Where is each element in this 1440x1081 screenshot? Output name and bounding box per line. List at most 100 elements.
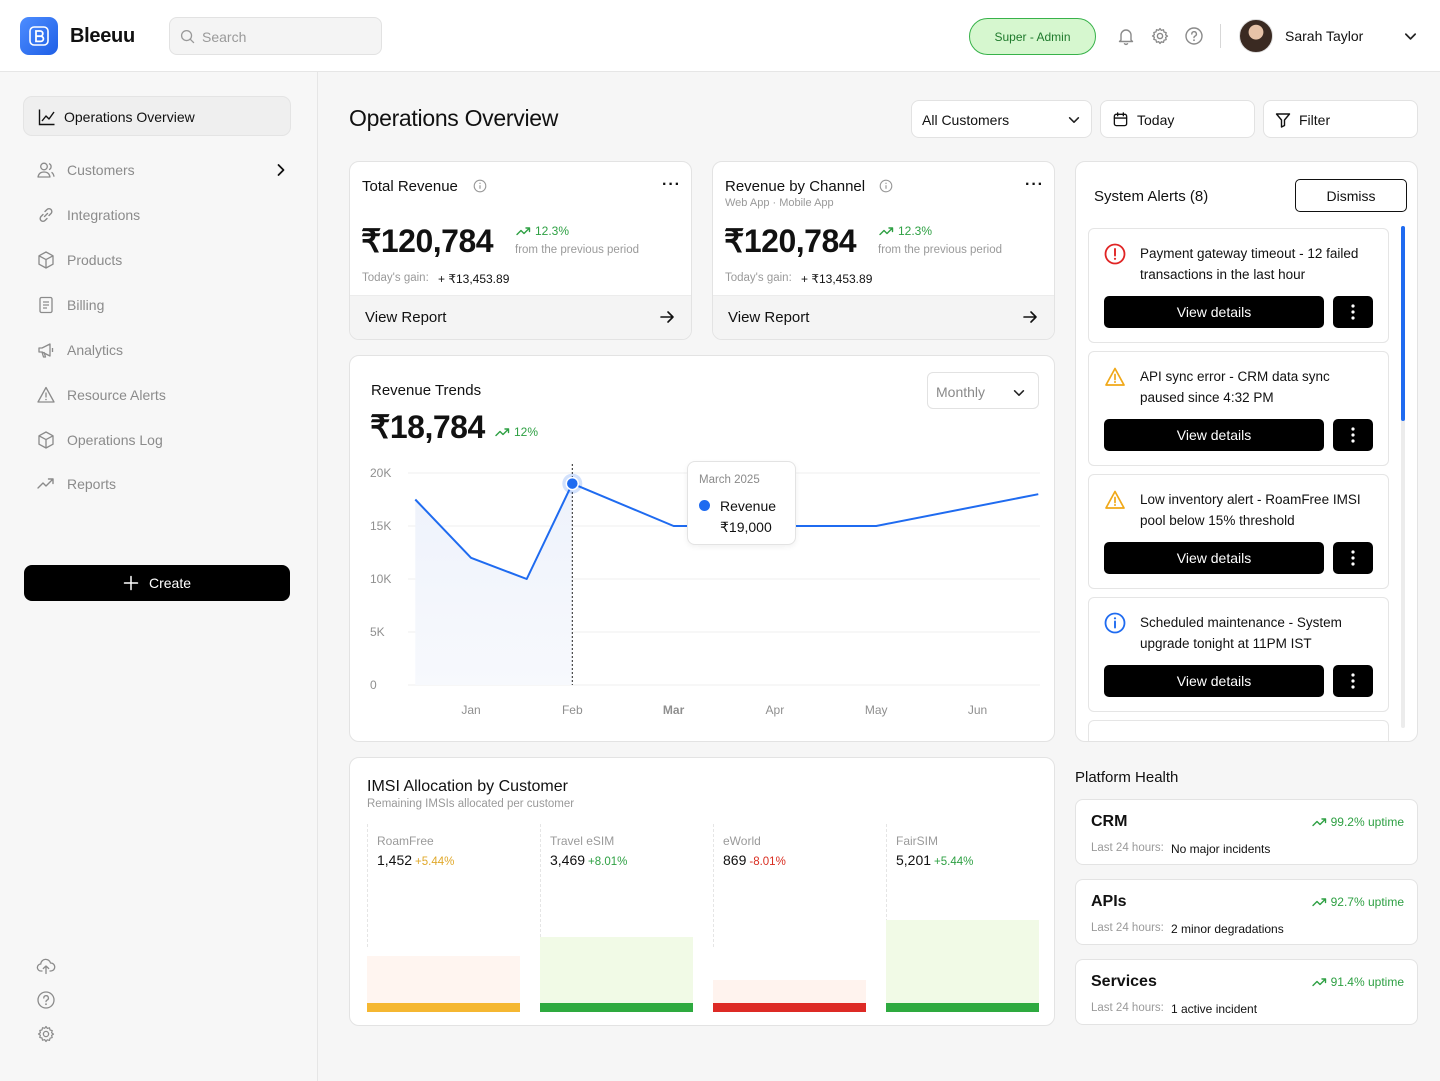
series-dot xyxy=(699,500,710,511)
status-text: 1 active incident xyxy=(1171,1002,1258,1016)
alert-card: Payment gateway timeout - 12 failed tran… xyxy=(1088,228,1389,343)
y-tick-label: 0 xyxy=(370,678,377,692)
sidebar-item-integrations[interactable]: Integrations xyxy=(36,203,292,227)
kpi-title: Revenue by Channel xyxy=(725,178,866,195)
view-details-button[interactable]: View details xyxy=(1104,419,1324,451)
allocation-fill xyxy=(886,920,1039,1003)
view-report-button[interactable]: View Report xyxy=(713,295,1054,339)
sidebar-item-operations-log[interactable]: Operations Log xyxy=(36,428,292,452)
platform-health-card[interactable]: APIs 92.7% uptime Last 24 hours: 2 minor de… xyxy=(1075,879,1418,945)
view-report-button[interactable]: View Report xyxy=(350,295,691,339)
dismiss-button[interactable]: Dismiss xyxy=(1295,179,1407,212)
kpi-change: 12.3% xyxy=(879,224,932,238)
gear-icon[interactable] xyxy=(36,1024,56,1044)
allocation-fill xyxy=(713,980,866,1003)
alert-text: Payment gateway timeout - 12 failed tran… xyxy=(1140,246,1359,282)
logo-icon[interactable] xyxy=(20,17,58,55)
bell-icon[interactable] xyxy=(1116,26,1136,46)
create-button[interactable]: Create xyxy=(24,565,290,601)
column-divider xyxy=(713,824,714,947)
more-options-icon[interactable]: ··· xyxy=(1025,176,1044,193)
view-details-button[interactable]: View details xyxy=(1104,665,1324,697)
customer-name: eWorld xyxy=(723,834,761,848)
sidebar-item-products[interactable]: Products xyxy=(36,248,292,272)
gear-icon[interactable] xyxy=(1150,26,1170,46)
sidebar-item-reports[interactable]: Reports xyxy=(36,472,292,496)
view-report-label: View Report xyxy=(365,309,447,326)
more-options-button[interactable] xyxy=(1333,419,1373,451)
imsi-subtitle: Remaining IMSIs allocated per customer xyxy=(367,798,575,810)
user-name[interactable]: Sarah Taylor xyxy=(1285,28,1364,44)
x-tick-label: Feb xyxy=(562,703,583,717)
customer-value: 869 -8.01% xyxy=(723,852,786,868)
scrollbar-thumb[interactable] xyxy=(1401,226,1405,421)
date-button[interactable]: Today xyxy=(1100,100,1255,138)
platform-health-card[interactable]: CRM 99.2% uptime Last 24 hours: No major in… xyxy=(1075,799,1418,865)
help-icon[interactable] xyxy=(1184,26,1204,46)
platform-health-card[interactable]: Services 91.4% uptime Last 24 hours: 1 acti… xyxy=(1075,959,1418,1025)
scrollbar-track[interactable] xyxy=(1401,226,1405,728)
customer-name: RoamFree xyxy=(377,834,434,848)
document-icon xyxy=(39,296,53,314)
role-badge[interactable]: Super - Admin xyxy=(969,18,1096,55)
megaphone-icon xyxy=(38,343,54,358)
avatar[interactable] xyxy=(1239,19,1273,53)
trend-up-icon xyxy=(495,428,510,437)
error-icon xyxy=(1104,243,1126,265)
trend-up-icon xyxy=(516,227,531,236)
allocation-fill xyxy=(540,937,693,1003)
warning-icon xyxy=(37,386,55,403)
sidebar-item-label: Integrations xyxy=(67,207,141,223)
more-options-button[interactable] xyxy=(1333,665,1373,697)
chevron-down-icon[interactable] xyxy=(1403,29,1418,44)
allocation-fill xyxy=(367,956,520,1003)
view-details-button[interactable]: View details xyxy=(1104,542,1324,574)
alert-text: Scheduled maintenance - System upgrade t… xyxy=(1140,615,1342,651)
info-icon[interactable] xyxy=(879,179,893,193)
sidebar-item-resource-alerts[interactable]: Resource Alerts xyxy=(36,383,292,407)
imsi-customer-column: FairSIM 5,201 +5.44% xyxy=(886,824,1039,1012)
more-options-button[interactable] xyxy=(1333,542,1373,574)
kpi-change: 12.3% xyxy=(516,224,569,238)
sidebar-item-customers[interactable]: Customers xyxy=(36,158,292,182)
more-options-icon[interactable]: ··· xyxy=(662,176,681,193)
x-tick-label: Mar xyxy=(663,703,685,717)
uptime: 91.4% uptime xyxy=(1311,975,1404,989)
period-select[interactable]: Monthly xyxy=(927,372,1039,409)
trend-up-icon xyxy=(1311,978,1326,987)
help-icon[interactable] xyxy=(36,990,56,1010)
customer-value: 1,452 +5.44% xyxy=(377,852,455,868)
sidebar-item-analytics[interactable]: Analytics xyxy=(36,338,292,362)
revenue-trends-title: Revenue Trends xyxy=(371,382,482,399)
customer-select[interactable]: All Customers xyxy=(911,100,1092,138)
status-text: No major incidents xyxy=(1171,842,1271,856)
allocation-bar xyxy=(886,1003,1039,1012)
revenue-line-chart[interactable]: 0 5K 10K 15K 20K Jan Feb Mar Apr May Jun xyxy=(350,456,1055,726)
period-label: Last 24 hours: xyxy=(1091,1002,1164,1014)
sidebar-item-label: Reports xyxy=(67,476,117,492)
more-options-button[interactable] xyxy=(1333,296,1373,328)
sidebar-item-billing[interactable]: Billing xyxy=(36,293,292,317)
sidebar-item-operations-overview[interactable]: Operations Overview xyxy=(23,96,291,136)
brand-name: Bleeuu xyxy=(70,25,135,47)
upload-cloud-icon[interactable] xyxy=(36,956,56,976)
kebab-icon xyxy=(1351,673,1355,689)
create-label: Create xyxy=(148,575,192,591)
customer-value: 5,201 +5.44% xyxy=(896,852,974,868)
info-icon[interactable] xyxy=(473,179,487,193)
sidebar-item-label: Billing xyxy=(67,297,105,313)
customer-value: 3,469 +8.01% xyxy=(550,852,628,868)
filter-button[interactable]: Filter xyxy=(1263,100,1418,138)
alert-card xyxy=(1088,720,1389,741)
chevron-down-icon xyxy=(1013,390,1025,396)
arrow-right-icon xyxy=(660,311,674,323)
trend-up-icon xyxy=(1311,898,1326,907)
kebab-icon xyxy=(1351,427,1355,443)
search-input[interactable]: Search xyxy=(169,17,382,55)
y-tick-label: 10K xyxy=(370,572,391,586)
plus-icon xyxy=(123,575,139,591)
sidebar-item-label: Resource Alerts xyxy=(67,387,166,403)
allocation-bar xyxy=(367,1003,520,1012)
view-details-button[interactable]: View details xyxy=(1104,296,1324,328)
allocation-bar xyxy=(540,1003,693,1012)
